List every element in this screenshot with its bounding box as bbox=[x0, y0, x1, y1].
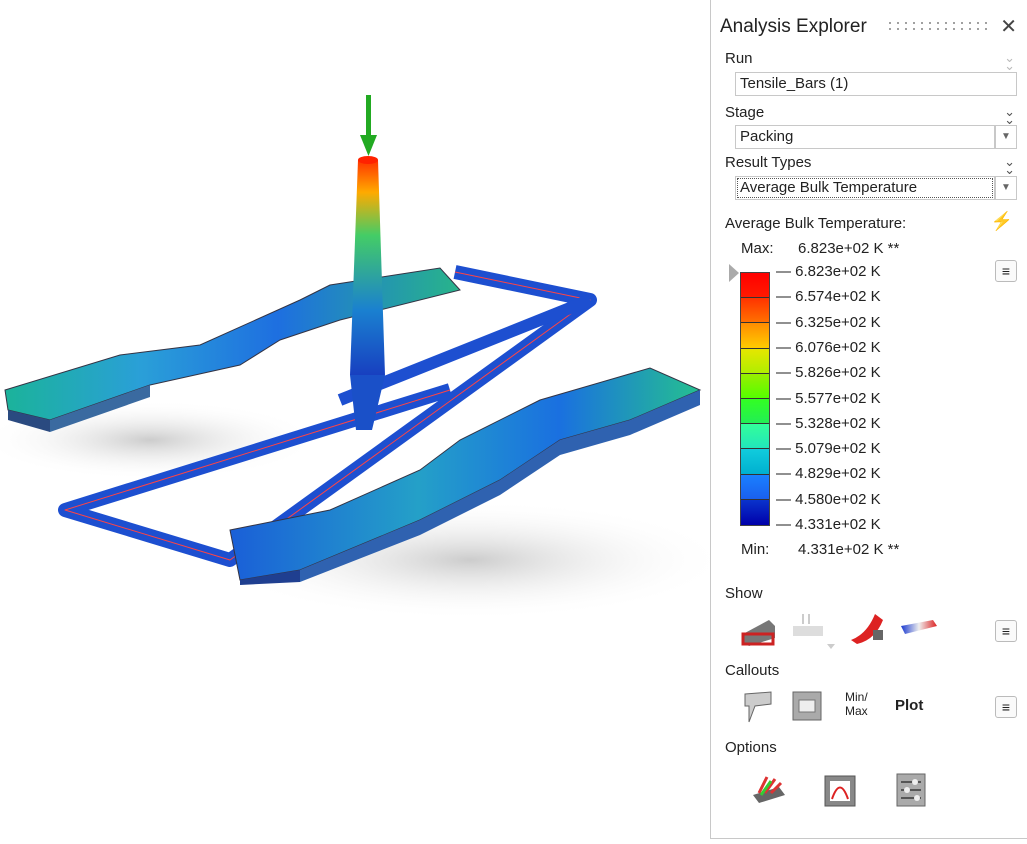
injection-arrow-icon bbox=[360, 95, 377, 156]
mesh-components-icon[interactable] bbox=[787, 610, 837, 650]
legend-tick-label: — 6.823e+02 K bbox=[776, 263, 881, 280]
legend-tick-label: — 4.580e+02 K bbox=[776, 490, 881, 508]
result-types-dropdown[interactable]: Average Bulk Temperature bbox=[735, 176, 995, 200]
legend-tick-label: — 4.829e+02 K bbox=[776, 465, 881, 483]
max-value: 6.823e+02 K ** bbox=[798, 240, 900, 257]
color-bar bbox=[740, 272, 770, 526]
legend-tick-label: — 6.574e+02 K bbox=[776, 288, 881, 306]
shaded-part-icon[interactable] bbox=[739, 612, 779, 648]
legend-tick-label: — 5.079e+02 K bbox=[776, 440, 881, 458]
lightning-icon[interactable]: ⚡ bbox=[990, 211, 1013, 231]
plot-callout-button[interactable]: Plot bbox=[895, 697, 924, 714]
settings-sliders-icon[interactable] bbox=[895, 772, 927, 808]
min-value: 4.331e+02 K ** bbox=[798, 541, 900, 558]
gradient-bar-icon[interactable] bbox=[899, 616, 939, 640]
color-band bbox=[741, 323, 769, 349]
tensile-bar-back bbox=[4, 267, 461, 432]
show-menu-button[interactable]: ≡ bbox=[995, 620, 1017, 642]
panel-title: Analysis Explorer bbox=[720, 16, 867, 37]
sprue bbox=[350, 156, 385, 430]
legend-title: Average Bulk Temperature: bbox=[725, 215, 907, 232]
red-surface-icon[interactable] bbox=[847, 610, 887, 646]
3d-viewport[interactable] bbox=[0, 0, 730, 839]
color-band bbox=[741, 398, 769, 425]
chevron-down-icon[interactable]: ▼ bbox=[995, 176, 1017, 200]
legend-tick-label: — 6.076e+02 K bbox=[776, 338, 881, 356]
minmax-callout-button[interactable]: Min/ Max bbox=[845, 690, 868, 718]
color-options-icon[interactable] bbox=[749, 773, 789, 805]
color-band bbox=[741, 424, 769, 450]
tensile-bar-front bbox=[229, 367, 702, 585]
options-label: Options bbox=[725, 739, 777, 756]
color-band bbox=[741, 373, 769, 399]
legend-tick-label: — 5.577e+02 K bbox=[776, 389, 881, 407]
color-band bbox=[741, 348, 769, 374]
collapse-result-types-icon[interactable]: ⌄ ⌄ bbox=[1004, 154, 1015, 177]
callout-balloon-icon[interactable] bbox=[743, 690, 773, 726]
legend-slider-handle[interactable] bbox=[729, 264, 739, 282]
show-label: Show bbox=[725, 585, 763, 602]
run-field[interactable]: Tensile_Bars (1) bbox=[735, 72, 1017, 96]
stage-dropdown[interactable]: Packing bbox=[735, 125, 995, 149]
stage-label: Stage bbox=[725, 104, 765, 121]
table-callout-icon[interactable] bbox=[791, 690, 823, 722]
legend-tick-label: — 5.826e+02 K bbox=[776, 364, 881, 382]
color-band bbox=[741, 449, 769, 475]
chevron-down-icon[interactable]: ▼ bbox=[995, 125, 1017, 149]
color-band bbox=[741, 474, 769, 500]
legend-menu-button[interactable]: ≡ bbox=[995, 260, 1017, 282]
close-icon[interactable]: ✕ bbox=[1000, 16, 1017, 38]
analysis-explorer-panel: Analysis Explorer ✕ Run ⌄ ⌄ Tensile_Bars … bbox=[710, 0, 1027, 839]
legend-tick-label: — 5.328e+02 K bbox=[776, 414, 881, 432]
callouts-label: Callouts bbox=[725, 662, 780, 679]
legend-tick-label: — 6.325e+02 K bbox=[776, 313, 881, 331]
collapse-stage-icon[interactable]: ⌄ ⌄ bbox=[1004, 104, 1015, 127]
legend-tick-label: — 4.331e+02 K bbox=[776, 516, 881, 533]
max-label: Max: bbox=[741, 240, 774, 257]
color-band bbox=[741, 298, 769, 324]
color-band bbox=[741, 499, 769, 525]
callouts-menu-button[interactable]: ≡ bbox=[995, 696, 1017, 718]
drag-handle[interactable] bbox=[886, 20, 988, 34]
plot-options-icon[interactable] bbox=[823, 774, 857, 808]
result-types-label: Result Types bbox=[725, 154, 812, 171]
color-band bbox=[741, 273, 769, 299]
run-label: Run bbox=[725, 50, 753, 67]
collapse-run-icon[interactable]: ⌄ ⌄ bbox=[1004, 50, 1015, 73]
min-label: Min: bbox=[741, 541, 770, 558]
